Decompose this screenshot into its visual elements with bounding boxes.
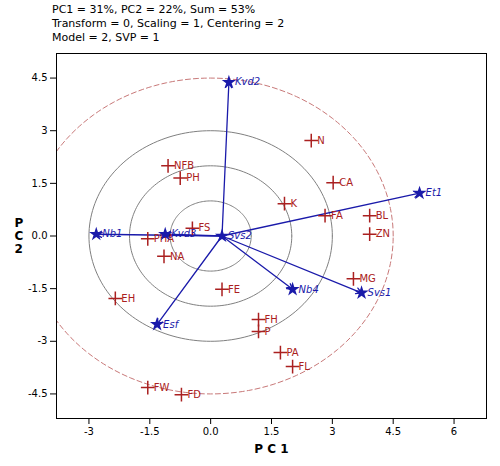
svg-text:NA: NA <box>170 251 184 262</box>
svg-text:Svs2: Svs2 <box>228 230 252 241</box>
svg-text:P C 1: P C 1 <box>254 442 288 456</box>
svg-text:-1.5: -1.5 <box>140 426 160 437</box>
svg-text:-4.5: -4.5 <box>28 388 48 399</box>
svg-text:MG: MG <box>359 273 375 284</box>
svg-text:NFB: NFB <box>174 160 194 171</box>
svg-text:PA: PA <box>286 347 298 358</box>
svg-text:BL: BL <box>376 210 389 221</box>
svg-text:EH: EH <box>121 293 135 304</box>
svg-text:4.5: 4.5 <box>385 426 401 437</box>
svg-text:1.5: 1.5 <box>264 426 280 437</box>
svg-text:FW: FW <box>154 382 170 393</box>
svg-text:P: P <box>265 326 271 337</box>
svg-text:Svs1: Svs1 <box>368 287 392 298</box>
svg-text:3: 3 <box>329 426 335 437</box>
svg-text:-3: -3 <box>38 335 48 346</box>
svg-text:FA: FA <box>331 210 343 221</box>
svg-text:FS: FS <box>198 222 210 233</box>
svg-text:CA: CA <box>339 177 353 188</box>
html-text:PC1 = 31%, PC2 = 22%, Sum = 53: PC1 = 31%, PC2 = 22%, Sum = 53% Transfor… <box>52 3 285 44</box>
svg-text:-1.5: -1.5 <box>28 283 48 294</box>
svg-text:ZN: ZN <box>376 228 390 239</box>
svg-text:Esf: Esf <box>163 319 180 330</box>
svg-text:-3: -3 <box>84 426 94 437</box>
svg-text:FL: FL <box>299 361 311 372</box>
svg-text:6: 6 <box>451 426 457 437</box>
svg-text:Kvd3: Kvd3 <box>171 228 196 239</box>
svg-text:FE: FE <box>228 284 240 295</box>
svg-text:0.0: 0.0 <box>203 426 219 437</box>
svg-text:3: 3 <box>41 125 47 136</box>
svg-text:Nb4: Nb4 <box>299 284 319 295</box>
svg-text:PHA: PHA <box>153 233 175 244</box>
svg-text:FD: FD <box>187 389 201 400</box>
svg-text:N: N <box>317 135 324 146</box>
svg-text:4.5: 4.5 <box>32 72 48 83</box>
svg-text:Et1: Et1 <box>426 187 443 198</box>
svg-text:0.0: 0.0 <box>32 230 48 241</box>
svg-text:PC2: PC2 <box>15 216 24 256</box>
svg-text:Nb1: Nb1 <box>102 228 122 239</box>
svg-text:FH: FH <box>265 314 278 325</box>
svg-text:K: K <box>290 198 297 209</box>
svg-text:Kvd2: Kvd2 <box>235 76 260 87</box>
svg-text:1.5: 1.5 <box>32 178 48 189</box>
svg-text:PH: PH <box>186 172 200 183</box>
